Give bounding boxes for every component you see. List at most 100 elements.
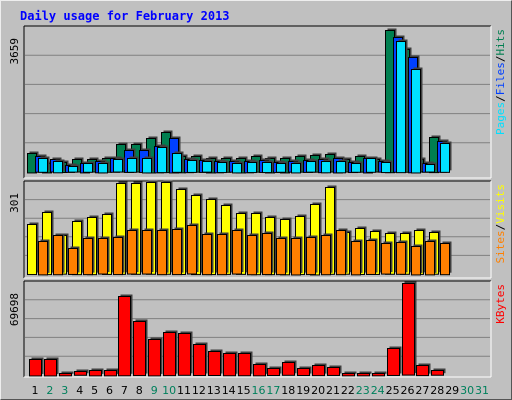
panel-visits_sites-legend: Sites/Visits xyxy=(494,184,507,264)
bar-pages-day-28 xyxy=(440,143,450,173)
bar-pages-day-11 xyxy=(187,160,197,173)
bar-pages-day-26 xyxy=(411,69,421,174)
day-label-9: 9 xyxy=(151,384,158,397)
bar-shadow xyxy=(374,371,387,374)
bar-kbytes-day-1 xyxy=(29,359,42,377)
day-label-1: 1 xyxy=(32,384,39,397)
bar-kbytes-day-7 xyxy=(118,296,131,377)
panel-kbytes-axis-max-label: 69698 xyxy=(8,293,21,326)
bar-sites-day-8 xyxy=(142,230,152,275)
bar-kbytes-day-13 xyxy=(208,351,221,377)
bar-pages-day-5 xyxy=(98,163,108,174)
bar-pages-day-2 xyxy=(53,161,63,174)
bar-sites-day-9 xyxy=(157,230,167,276)
bar-kbytes-day-14 xyxy=(223,353,236,377)
legend-entry-files: Files xyxy=(494,62,507,95)
day-label-30: 30 xyxy=(460,384,474,397)
bar-kbytes-day-16 xyxy=(253,364,266,377)
bar-sites-day-24 xyxy=(381,243,391,275)
panel-visits_sites-axis-max-label: 301 xyxy=(8,193,21,213)
bar-kbytes-day-18 xyxy=(282,362,295,376)
day-label-11: 11 xyxy=(177,384,191,397)
bar-sites-day-18 xyxy=(291,238,301,276)
legend-entry-slash: / xyxy=(494,224,507,231)
bar-kbytes-day-9 xyxy=(148,339,161,377)
legend-entry-slash: / xyxy=(494,56,507,63)
bar-sites-day-6 xyxy=(113,237,123,276)
day-label-27: 27 xyxy=(415,384,429,397)
bar-kbytes-day-12 xyxy=(193,344,206,377)
bar-kbytes-day-6 xyxy=(104,370,117,377)
day-label-23: 23 xyxy=(356,384,370,397)
day-label-17: 17 xyxy=(266,384,280,397)
day-label-26: 26 xyxy=(401,384,415,397)
bar-kbytes-day-11 xyxy=(178,333,191,376)
bar-sites-day-28 xyxy=(440,243,450,276)
bar-pages-day-25 xyxy=(396,41,406,174)
bar-sites-day-13 xyxy=(217,234,227,276)
bar-sites-day-27 xyxy=(425,241,435,276)
bar-kbytes-day-19 xyxy=(297,368,310,377)
bar-pages-day-10 xyxy=(172,153,182,173)
day-label-5: 5 xyxy=(91,384,98,397)
bar-kbytes-day-17 xyxy=(267,368,280,377)
bar-kbytes-day-20 xyxy=(312,365,325,377)
legend-entry-kbytes: KBytes xyxy=(494,284,507,324)
bar-sites-day-4 xyxy=(83,238,93,276)
bar-kbytes-day-25 xyxy=(387,348,400,376)
bar-pages-day-1 xyxy=(38,158,48,173)
bar-sites-day-2 xyxy=(53,235,63,276)
bar-pages-day-7 xyxy=(127,158,137,173)
day-label-15: 15 xyxy=(237,384,251,397)
bar-pages-day-9 xyxy=(157,147,167,174)
bar-sites-day-22 xyxy=(351,241,361,276)
legend-entry-sites: Sites xyxy=(494,230,507,263)
chart-title: Daily usage for February 2013 xyxy=(20,9,230,23)
bar-sites-day-5 xyxy=(98,238,108,275)
bar-sites-day-14 xyxy=(232,230,242,275)
bar-pages-day-3 xyxy=(68,166,78,173)
panel-kbytes-legend: KBytes xyxy=(494,284,507,324)
bar-pages-day-22 xyxy=(351,163,361,173)
bar-sites-day-17 xyxy=(276,238,286,276)
bar-sites-day-25 xyxy=(396,242,406,275)
bar-pages-day-4 xyxy=(83,163,93,173)
day-label-10: 10 xyxy=(162,384,176,397)
bar-sites-day-11 xyxy=(187,225,197,275)
bar-pages-day-17 xyxy=(276,163,286,173)
panel-hits_files_pages-axis-max-label: 3659 xyxy=(8,38,21,65)
bar-pages-day-16 xyxy=(262,162,272,174)
bar-pages-day-18 xyxy=(291,163,301,174)
day-label-28: 28 xyxy=(430,384,444,397)
bar-kbytes-day-5 xyxy=(89,370,102,377)
bar-kbytes-day-10 xyxy=(163,332,176,377)
day-label-6: 6 xyxy=(106,384,113,397)
bar-shadow xyxy=(61,371,74,374)
bar-sites-day-26 xyxy=(411,246,421,276)
bar-pages-day-6 xyxy=(113,159,123,173)
bar-kbytes-day-26 xyxy=(402,283,415,376)
bar-sites-day-19 xyxy=(306,237,316,276)
bar-kbytes-day-23 xyxy=(357,373,370,377)
bar-kbytes-day-4 xyxy=(74,371,87,376)
day-label-29: 29 xyxy=(445,384,459,397)
day-label-3: 3 xyxy=(61,384,68,397)
bar-pages-day-13 xyxy=(217,162,227,174)
day-label-21: 21 xyxy=(326,384,340,397)
bar-kbytes-day-2 xyxy=(44,359,57,377)
day-label-22: 22 xyxy=(341,384,355,397)
bar-kbytes-day-22 xyxy=(342,373,355,377)
day-label-8: 8 xyxy=(136,384,143,397)
bar-shadow xyxy=(344,371,357,374)
bar-sites-day-23 xyxy=(366,240,376,275)
day-label-16: 16 xyxy=(252,384,266,397)
bar-pages-day-15 xyxy=(247,162,257,174)
day-label-31: 31 xyxy=(475,384,489,397)
bar-sites-day-7 xyxy=(127,230,137,275)
bar-pages-day-24 xyxy=(381,162,391,174)
day-label-19: 19 xyxy=(296,384,310,397)
day-label-14: 14 xyxy=(222,384,236,397)
legend-entry-slash: / xyxy=(494,95,507,102)
bar-sites-day-3 xyxy=(68,248,78,275)
